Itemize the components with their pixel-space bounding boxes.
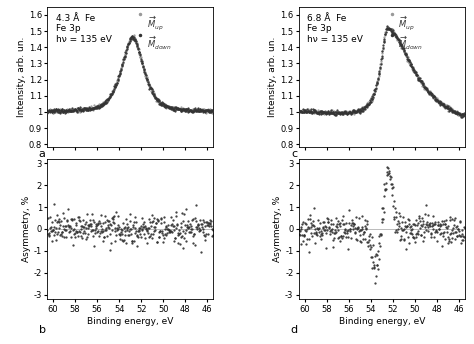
Text: a: a (39, 149, 46, 159)
Text: c: c (291, 149, 297, 159)
Text: d: d (290, 325, 297, 335)
X-axis label: Binding energy, eV: Binding energy, eV (338, 316, 425, 326)
Text: b: b (39, 325, 46, 335)
X-axis label: Binding energy, eV: Binding energy, eV (87, 316, 173, 326)
Text: $\overrightarrow{M}_{down}$: $\overrightarrow{M}_{down}$ (398, 35, 423, 52)
Text: $\overrightarrow{M}_{up}$: $\overrightarrow{M}_{up}$ (398, 14, 415, 32)
Text: 6.8 Å  Fe
Fe 3p
hν = 135 eV: 6.8 Å Fe Fe 3p hν = 135 eV (307, 14, 363, 44)
Y-axis label: Asymmetry, %: Asymmetry, % (273, 196, 283, 262)
Y-axis label: Asymmetry, %: Asymmetry, % (22, 196, 31, 262)
Y-axis label: Intensity, arb. un.: Intensity, arb. un. (268, 37, 277, 117)
Text: 4.3 Å  Fe
Fe 3p
hν = 135 eV: 4.3 Å Fe Fe 3p hν = 135 eV (55, 14, 111, 44)
Text: $\overrightarrow{M}_{up}$: $\overrightarrow{M}_{up}$ (147, 14, 163, 32)
Text: $\overrightarrow{M}_{down}$: $\overrightarrow{M}_{down}$ (147, 35, 172, 52)
Y-axis label: Intensity, arb. un.: Intensity, arb. un. (17, 37, 26, 117)
